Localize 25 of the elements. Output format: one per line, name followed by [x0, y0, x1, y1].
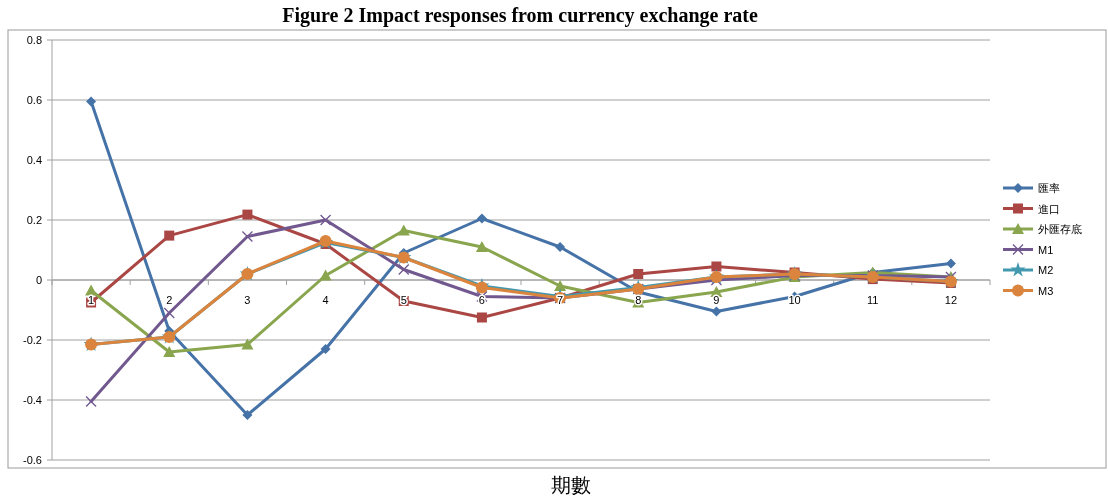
y-tick-label: 0.2 — [26, 214, 42, 226]
chart-title: Figure 2 Impact responses from currency exchange rate — [282, 4, 758, 27]
x-tick-label: 1 — [88, 294, 95, 306]
legend-label: 外匯存底 — [1038, 223, 1082, 235]
x-tick-label: 2 — [166, 294, 173, 306]
legend-label: M3 — [1038, 284, 1054, 297]
y-tick-label: -0.6 — [23, 454, 42, 466]
y-tick-label: 0.6 — [26, 94, 42, 106]
x-tick-label: 11 — [867, 294, 879, 306]
legend-label: 匯率 — [1038, 182, 1060, 194]
y-tick-label: -0.2 — [23, 334, 42, 346]
x-tick-label: 5 — [400, 294, 407, 306]
x-tick-label: 7 — [557, 294, 564, 306]
legend-label: M1 — [1038, 243, 1054, 256]
legend-label: M2 — [1038, 264, 1054, 276]
x-tick-label: 9 — [713, 294, 720, 306]
x-axis-title: 期數 — [551, 473, 591, 497]
y-tick-label: 0.4 — [26, 154, 42, 166]
y-tick-label: 0 — [35, 274, 42, 286]
legend-label: 進口 — [1038, 202, 1060, 215]
x-tick-label: 3 — [244, 294, 251, 306]
x-tick-label: 12 — [944, 294, 958, 306]
x-tick-label: 4 — [322, 294, 329, 306]
y-tick-label: -0.4 — [23, 394, 42, 406]
y-tick-label: 0.8 — [26, 34, 42, 46]
